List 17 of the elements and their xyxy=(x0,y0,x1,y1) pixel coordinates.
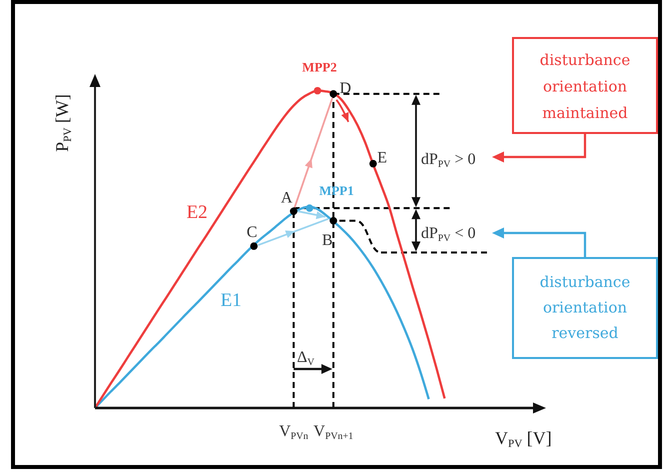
annotation: MPP1 xyxy=(319,183,354,198)
annotation: disturbance orientation maintained xyxy=(540,51,630,122)
annotation: C xyxy=(246,224,258,242)
series-label: E1 xyxy=(220,290,242,311)
x-tick-label: V$_{PVn}$ xyxy=(279,423,308,442)
annotation: A xyxy=(280,189,293,206)
text: MPP2 xyxy=(302,60,337,75)
annotation: disturbance orientation reversed xyxy=(540,273,630,342)
series-label: E2 xyxy=(186,202,208,223)
x-tick-label: V$_{PVn+1}$ xyxy=(314,423,354,442)
annotation: Δ$_{V}$ xyxy=(297,349,316,368)
annotation: D xyxy=(340,80,352,97)
annotation: B xyxy=(322,232,333,249)
annotation: dP$_{PV}$ < 0 xyxy=(421,225,476,244)
annotation: E xyxy=(377,150,388,167)
annotation: dP$_{PV}$ > 0 xyxy=(421,151,476,170)
x-axis-title: V$_{PV}$ [V] xyxy=(495,428,552,450)
